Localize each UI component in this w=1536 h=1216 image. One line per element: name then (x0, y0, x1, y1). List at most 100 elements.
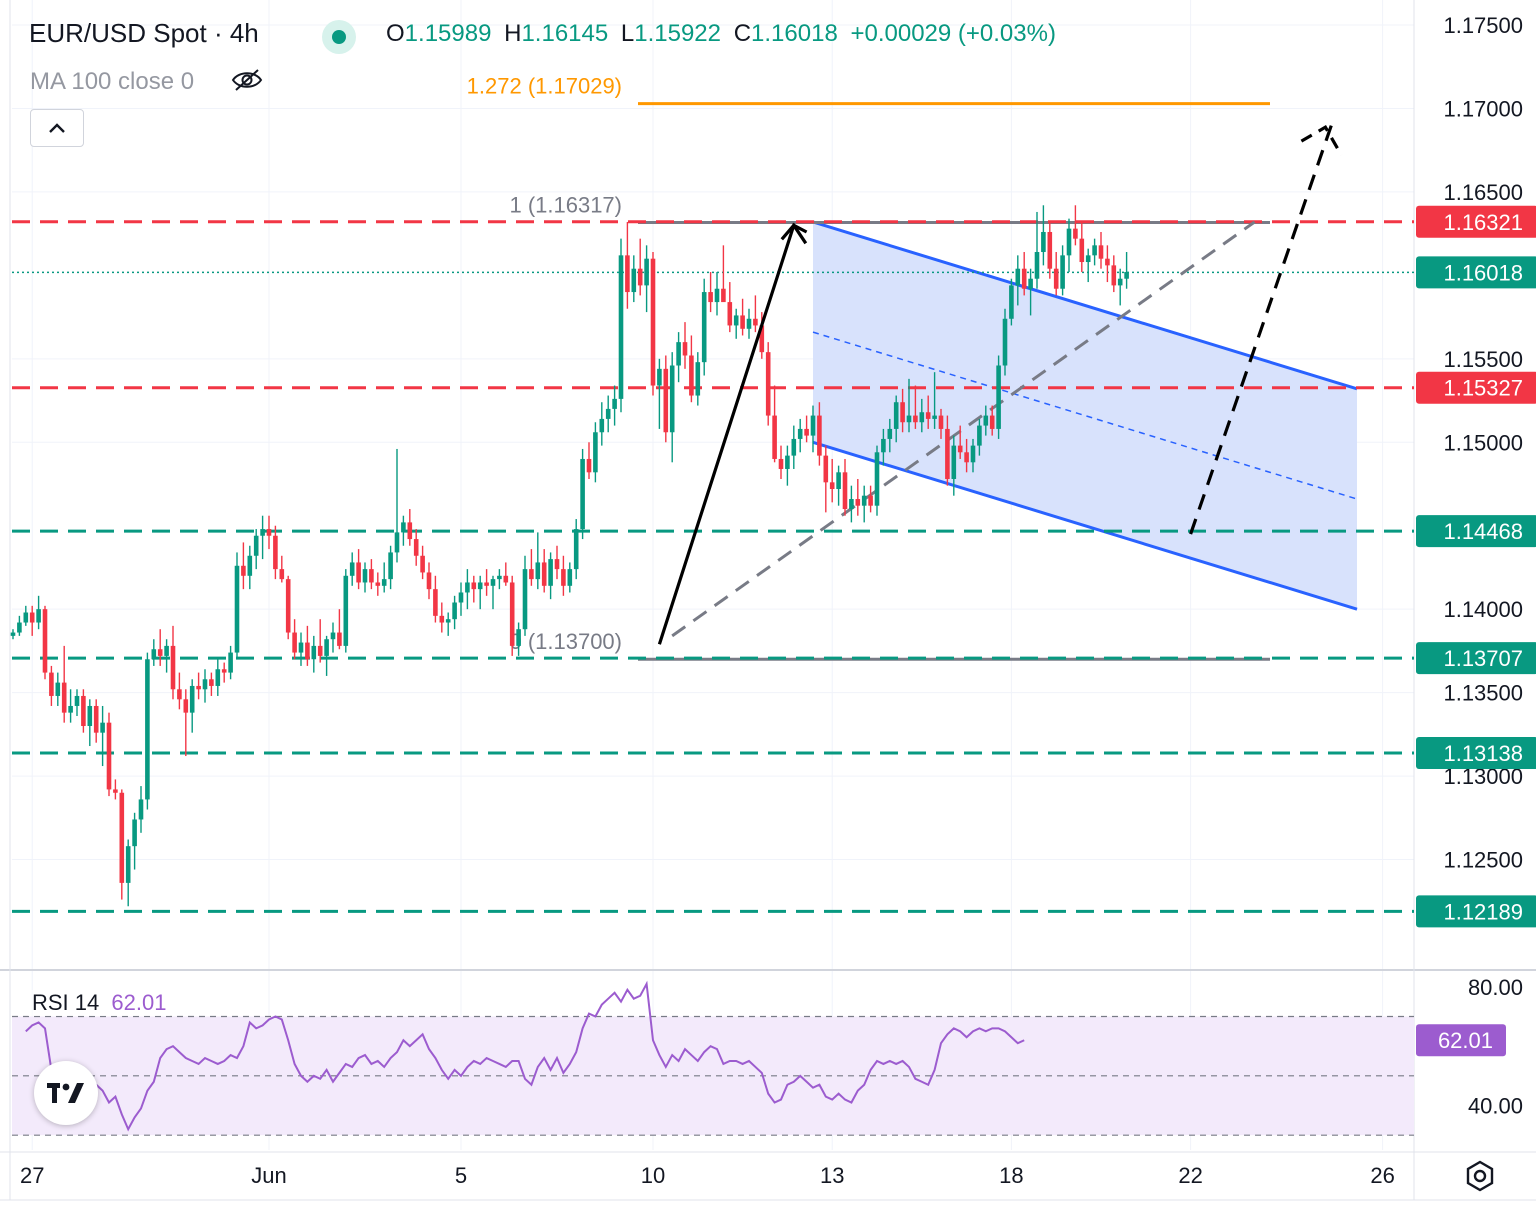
candle-body (989, 415, 995, 429)
eye-off-icon[interactable] (230, 66, 264, 94)
candle-body (317, 645, 323, 656)
candle-body (561, 569, 566, 586)
settings-icon[interactable] (1462, 1158, 1498, 1194)
candle-body (407, 522, 413, 540)
candle-body (253, 535, 259, 556)
x-tick-label: 26 (1370, 1163, 1394, 1188)
candle-body (612, 398, 617, 409)
price-label-box (1416, 737, 1536, 770)
close-label: C (733, 20, 752, 47)
candle-body (573, 529, 579, 570)
candle-body (650, 258, 656, 386)
price-label-box (1416, 205, 1536, 238)
candle-body (356, 562, 361, 583)
candle-body (36, 609, 41, 623)
x-tick-label: 18 (999, 1163, 1023, 1188)
candle-body (490, 579, 496, 586)
price-label-text: 1.16321 (1443, 210, 1523, 235)
price-label-text: 1.12189 (1443, 899, 1523, 924)
candle-body (401, 522, 406, 533)
candle-body (61, 682, 67, 713)
candle-body (893, 402, 899, 429)
y-tick-label: 1.16500 (1443, 180, 1523, 205)
candle-body (663, 368, 669, 433)
candle-body (209, 679, 214, 686)
candle-body (177, 689, 182, 700)
candle-body (228, 652, 233, 673)
ma-indicator-label[interactable]: MA 100 close 0 (30, 68, 195, 95)
candle-body (1073, 228, 1078, 239)
candle-body (266, 529, 272, 536)
x-tick-label: 27 (20, 1163, 44, 1188)
candle-body (567, 569, 573, 586)
candle-body (522, 569, 528, 630)
candle-body (1034, 252, 1040, 279)
symbol-title: EUR/USD Spot · 4h (29, 18, 259, 48)
candle-body (919, 412, 925, 423)
candle-body (983, 415, 989, 426)
candle-body (157, 649, 163, 656)
price-label-box (1416, 895, 1536, 928)
candle-body (855, 499, 861, 506)
candle-body (932, 415, 937, 419)
candle-body (644, 258, 649, 286)
candle-body (938, 415, 944, 429)
candle-body (49, 672, 54, 696)
candle-body (113, 789, 118, 793)
candle-body (87, 705, 93, 726)
candle-body (964, 452, 969, 463)
price-label-text: 1.15327 (1443, 376, 1523, 401)
candle-body (343, 575, 349, 646)
rsi-tick-label: 80.00 (1468, 975, 1523, 1000)
candle-body (433, 589, 438, 616)
candle-body (1124, 272, 1129, 279)
candle-body (829, 482, 835, 490)
candle-body (759, 325, 765, 353)
projection-dashed-line (671, 220, 1256, 638)
candle-body (804, 428, 809, 436)
channel-lower-line (812, 440, 1358, 611)
candle-body (868, 495, 873, 506)
channel-fill (813, 221, 1357, 610)
y-tick-label: 1.12500 (1443, 848, 1523, 873)
candle-body (1053, 268, 1059, 289)
candle-body (721, 288, 726, 303)
candle-body (529, 569, 534, 580)
candle-body (100, 722, 105, 733)
candle-body (637, 268, 643, 286)
rsi-label: RSI 14 (32, 990, 100, 1015)
candle-body (657, 368, 662, 386)
candle-body (388, 552, 393, 580)
collapse-chevron-icon[interactable] (30, 109, 84, 147)
price-label-box (1416, 515, 1536, 548)
candle-body (471, 582, 477, 590)
price-label-box (1416, 256, 1536, 289)
candle-body (1105, 258, 1110, 266)
candle-body (861, 495, 867, 506)
open-value: 1.15989 (404, 20, 492, 47)
candle-body (42, 609, 48, 673)
candle-body (586, 458, 592, 473)
candle-body (330, 632, 336, 640)
fib-level-label: 1 (1.16317) (509, 192, 622, 217)
candle-body (740, 315, 745, 329)
impulse-arrow (657, 223, 808, 645)
candle-body (970, 445, 976, 463)
candle-body (1002, 318, 1008, 366)
candle-body (996, 365, 1001, 429)
candle-body (119, 792, 125, 883)
candle-body (778, 458, 784, 469)
candle-body (55, 682, 61, 696)
candle-body (625, 255, 630, 293)
candle-body (1098, 245, 1104, 259)
candle-body (554, 559, 560, 570)
candle-body (23, 612, 29, 623)
price-label-text: 1.16018 (1443, 260, 1523, 285)
tradingview-logo-icon[interactable] (34, 1061, 98, 1125)
candle-body (458, 592, 464, 603)
candle-body (957, 445, 963, 453)
candle-body (906, 415, 912, 423)
candle-body (682, 342, 688, 356)
candle-body (221, 669, 227, 673)
